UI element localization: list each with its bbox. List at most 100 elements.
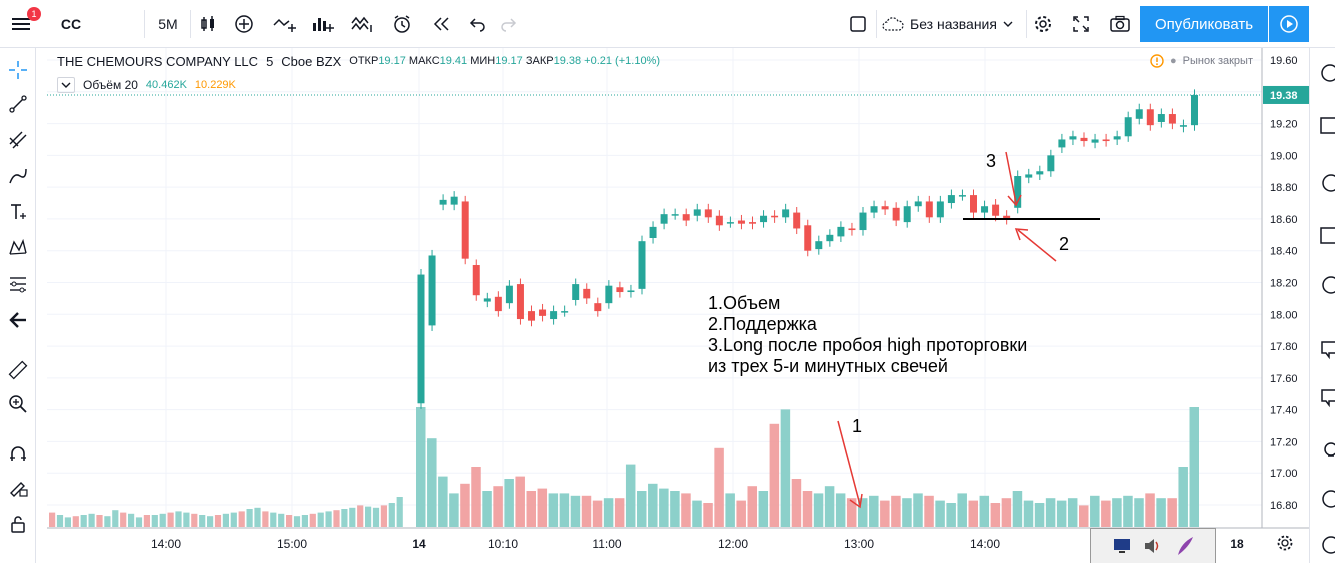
volume-bar [72,516,79,527]
candle [605,280,613,309]
crosshair-icon[interactable] [4,56,32,84]
lock-icon[interactable] [4,510,32,538]
volume-bar [736,500,746,527]
volume-bar [990,503,1001,527]
company-name[interactable]: THE CHEMOURS COMPANY LLC [57,53,259,69]
candle [1036,165,1044,180]
candle [1003,210,1011,225]
undo-icon[interactable] [466,10,490,38]
candle [881,200,889,215]
messages-icon[interactable] [1316,386,1335,408]
volume-bar [648,483,658,527]
volume-bar [1178,467,1188,527]
time-tick-label: 14 [412,537,426,551]
monitor-icon[interactable] [1113,537,1131,555]
strategy-icon[interactable] [350,10,376,38]
feather-icon[interactable] [1175,535,1195,557]
volume-bar [438,476,448,527]
volume-bar [388,503,395,527]
select-layout-icon[interactable] [846,10,870,38]
volume-bar [293,516,301,527]
calendar-icon[interactable] [1316,114,1335,136]
annotation-text-line: из трех 5-и минутных свечей [708,356,948,376]
time-tick-label: 14:00 [151,537,181,551]
candle [505,280,513,309]
candlesticks [417,89,1198,409]
price-tick-label: 19.00 [1270,150,1298,162]
volume-bar [902,498,912,527]
replay-icon[interactable] [430,10,454,38]
volume-bar [238,511,245,527]
chart-grid [47,48,1262,528]
ideas-icon[interactable] [1316,274,1335,296]
compare-icon[interactable] [272,10,298,38]
candle [671,208,679,220]
publish-menu-button[interactable] [1269,6,1309,42]
brush-icon[interactable] [4,162,32,190]
candles-icon[interactable] [196,10,220,38]
volume-bar [246,509,253,527]
prediction-icon[interactable] [4,270,32,298]
candle [760,210,768,228]
redo-icon[interactable] [496,10,520,38]
system-tray [1090,528,1216,563]
chat-icon[interactable] [1316,338,1335,360]
symbol-search-button[interactable]: CC [60,16,82,32]
fib-tool-icon[interactable] [4,126,32,154]
indicators-plus-icon[interactable] [232,10,256,38]
candle [572,278,580,306]
volume-bar [482,491,492,527]
back-arrow-icon[interactable] [4,306,32,334]
fullscreen-icon[interactable] [1068,10,1094,38]
trend-line-icon[interactable] [4,90,32,118]
candle [1124,111,1132,142]
gear-icon[interactable] [1030,10,1056,38]
publish-button[interactable]: Опубликовать [1140,6,1268,42]
last-price-label: 19.38 [1270,90,1298,102]
candle [815,235,823,255]
indicators-icon[interactable] [310,10,336,38]
volume-bar [167,512,174,527]
volume-bar [504,479,514,527]
alert-clock-icon[interactable] [390,10,414,38]
help-icon[interactable] [1316,488,1335,510]
lightbulb-icon[interactable] [1316,440,1335,462]
price-tick-label: 17.40 [1270,405,1298,417]
text-tool-icon[interactable] [4,198,32,226]
watchlist-icon[interactable] [1316,62,1335,84]
candle [1058,133,1066,153]
annotation-text-line: 2.Поддержка [708,314,818,334]
list-icon[interactable] [1316,224,1335,246]
candle [749,216,756,230]
volume-bar [175,511,182,527]
notification-icon[interactable] [1316,534,1335,556]
candle [594,297,602,317]
volume-bar [396,497,403,527]
volume-bar [659,488,669,527]
camera-icon[interactable] [1106,10,1134,38]
candle [903,200,911,228]
pattern-icon[interactable] [4,234,32,262]
volume-bar [670,491,680,527]
ruler-icon[interactable] [4,356,32,384]
news-icon[interactable] [1316,172,1335,194]
chevron-down-icon[interactable] [57,77,75,93]
axis-settings-icon[interactable] [1277,535,1293,551]
ohlc-values: ОТКР19.17 МАКС19.41 МИН19.17 ЗАКР19.38 +… [349,55,661,67]
menu-icon[interactable] [6,10,36,38]
volume-legend: Объём 20 40.462K 10.229K [57,76,236,94]
candle [616,281,624,298]
zoom-in-icon[interactable] [4,390,32,418]
volume-bar [112,510,119,527]
candle [627,284,635,298]
layout-name-button[interactable]: Без названия [882,10,1026,38]
volume-bar [262,511,269,527]
lock-drawing-icon[interactable] [4,474,32,502]
interval-button[interactable]: 5M [158,16,178,32]
volume-bar [537,488,548,527]
right-sidebar [1309,48,1335,563]
magnet-icon[interactable] [4,440,32,468]
volume-bar [88,513,95,527]
speaker-icon[interactable] [1143,537,1163,555]
